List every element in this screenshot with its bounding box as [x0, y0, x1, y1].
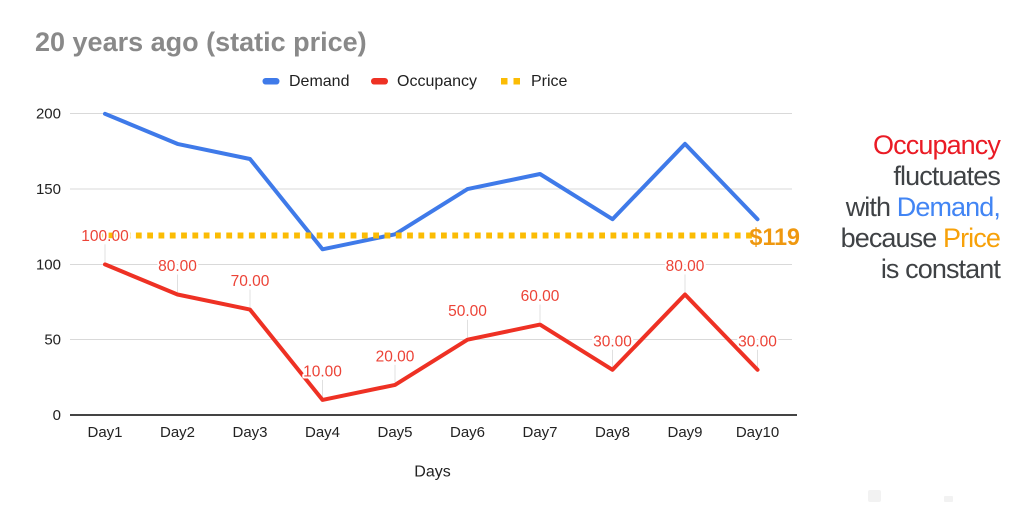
svg-text:200: 200: [36, 106, 61, 123]
svg-text:Day2: Day2: [160, 424, 195, 441]
svg-text:50.00: 50.00: [448, 303, 487, 320]
svg-text:80.00: 80.00: [666, 258, 705, 275]
svg-text:Demand: Demand: [289, 73, 349, 90]
svg-text:Day3: Day3: [232, 424, 267, 441]
svg-text:Day7: Day7: [522, 424, 557, 441]
svg-text:Day8: Day8: [595, 424, 630, 441]
svg-text:$119: $119: [750, 225, 800, 251]
svg-text:150: 150: [36, 181, 61, 198]
svg-text:80.00: 80.00: [158, 258, 197, 275]
svg-text:50: 50: [44, 332, 61, 349]
svg-text:70.00: 70.00: [231, 273, 270, 290]
svg-text:Days: Days: [414, 464, 450, 481]
svg-text:Day4: Day4: [305, 424, 340, 441]
svg-text:Day1: Day1: [87, 424, 122, 441]
svg-text:30.00: 30.00: [593, 333, 632, 350]
svg-text:20.00: 20.00: [376, 348, 415, 365]
svg-text:100.00: 100.00: [81, 228, 129, 245]
svg-text:Day10: Day10: [736, 424, 779, 441]
svg-text:30.00: 30.00: [738, 333, 777, 350]
svg-text:Day5: Day5: [377, 424, 412, 441]
svg-text:20 years ago (static price): 20 years ago (static price): [35, 27, 367, 57]
svg-text:10.00: 10.00: [303, 363, 342, 380]
svg-text:Occupancy: Occupancy: [397, 73, 477, 90]
svg-text:Price: Price: [531, 73, 568, 90]
svg-text:Day6: Day6: [450, 424, 485, 441]
svg-text:0: 0: [53, 407, 61, 424]
svg-text:Day9: Day9: [667, 424, 702, 441]
svg-text:60.00: 60.00: [521, 288, 560, 305]
svg-text:100: 100: [36, 257, 61, 274]
